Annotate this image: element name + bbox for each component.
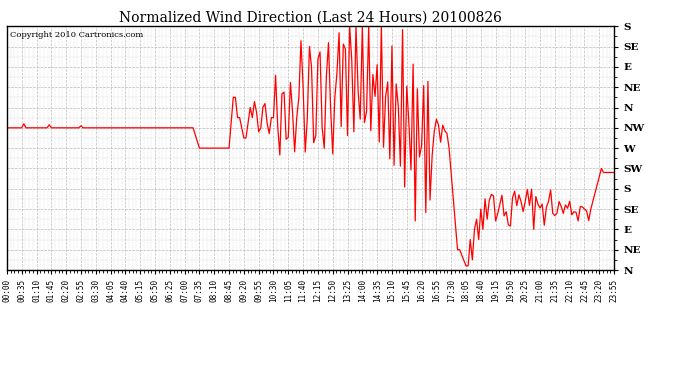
Title: Normalized Wind Direction (Last 24 Hours) 20100826: Normalized Wind Direction (Last 24 Hours… (119, 11, 502, 25)
Text: Copyright 2010 Cartronics.com: Copyright 2010 Cartronics.com (10, 31, 144, 39)
